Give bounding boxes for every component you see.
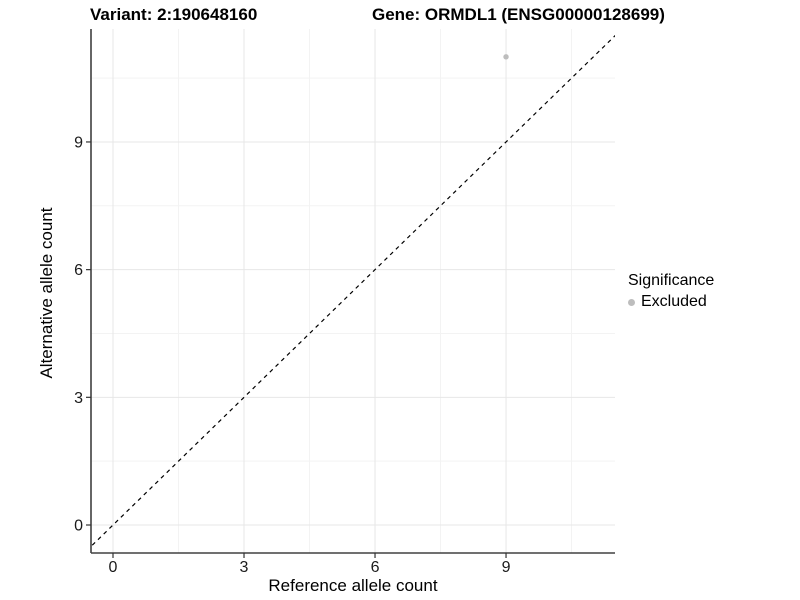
- legend-item-label: Excluded: [641, 293, 707, 310]
- excluded-point-icon: [628, 298, 635, 306]
- y-tick-label: 0: [74, 518, 83, 535]
- data-point: [503, 54, 509, 60]
- legend-item-excluded: Excluded: [628, 293, 714, 311]
- x-tick-label: 0: [109, 559, 118, 576]
- y-tick-label: 3: [74, 390, 83, 407]
- x-axis-title: Reference allele count: [268, 576, 438, 595]
- panel-background: [91, 29, 615, 553]
- y-tick-label: 9: [74, 134, 83, 151]
- variant-title: Variant: 2:190648160: [90, 5, 258, 24]
- y-axis-title: Alternative allele count: [37, 207, 56, 379]
- x-tick-label: 6: [371, 559, 380, 576]
- legend: Significance Excluded: [628, 272, 714, 311]
- y-tick-label: 6: [74, 262, 83, 279]
- x-tick-label: 9: [502, 559, 511, 576]
- x-tick-label: 3: [240, 559, 249, 576]
- legend-title: Significance: [628, 272, 715, 289]
- gene-title: Gene: ORMDL1 (ENSG00000128699): [372, 5, 665, 24]
